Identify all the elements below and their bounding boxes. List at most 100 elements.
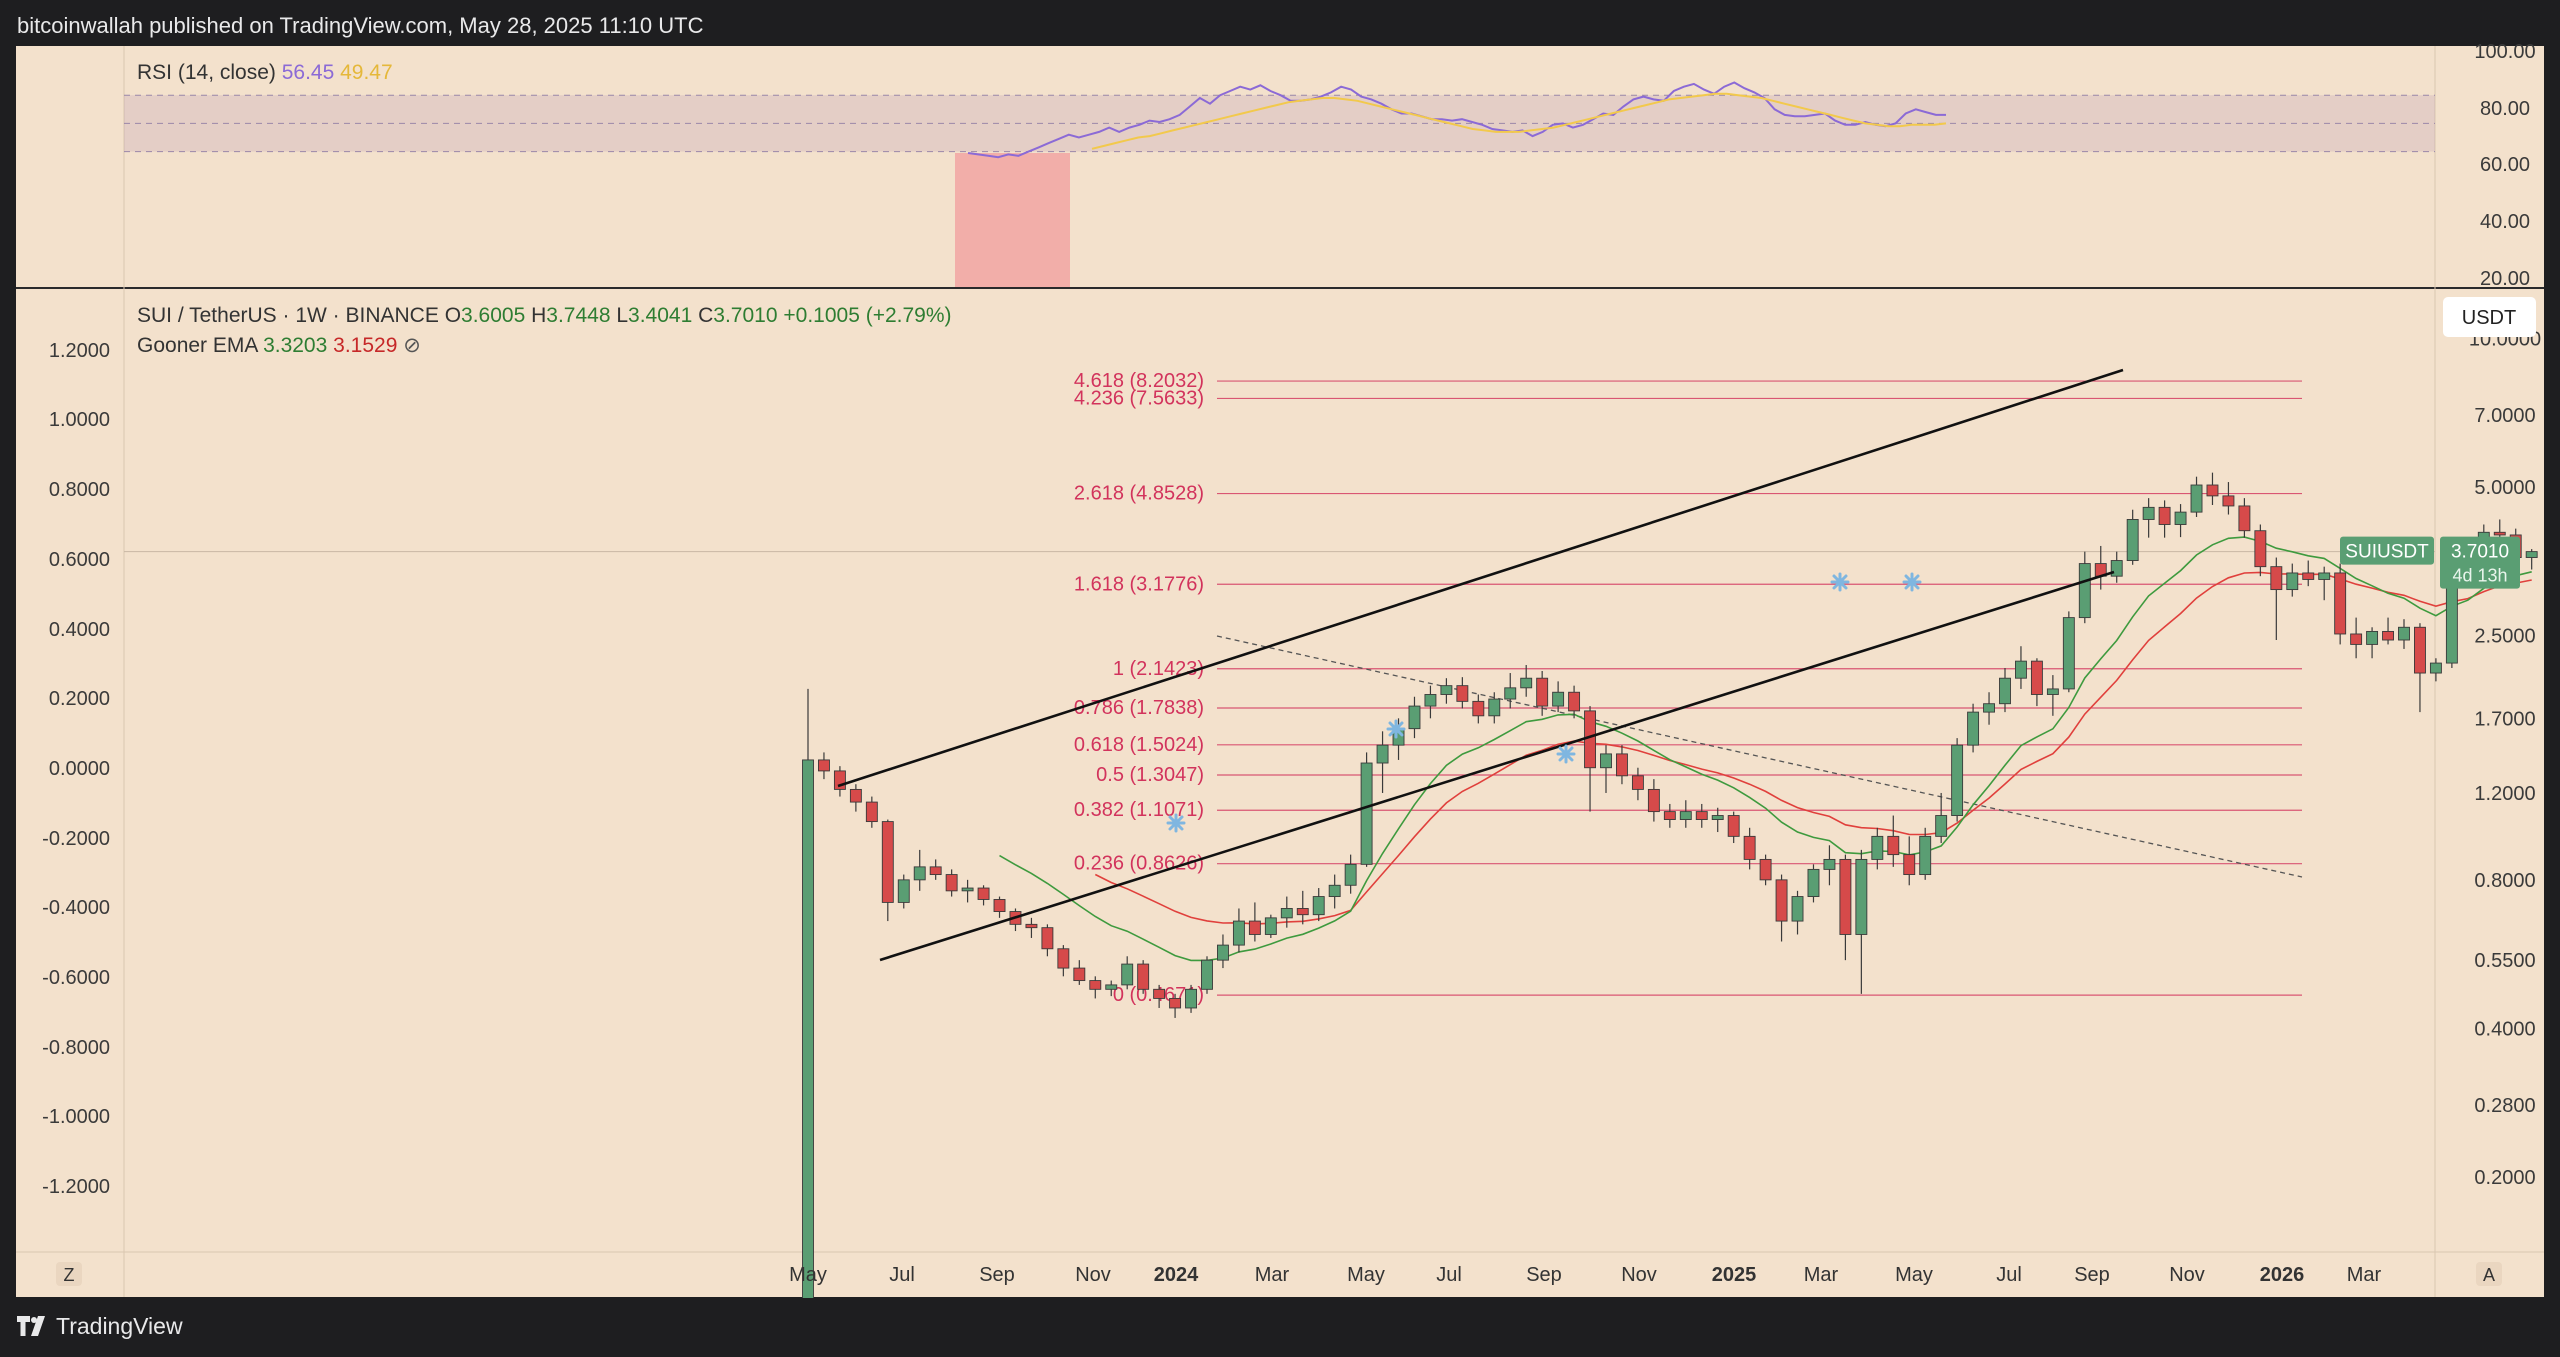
- candle-body: [2382, 630, 2394, 641]
- rsi-ma-value: 49.47: [340, 61, 393, 84]
- rsi-title: RSI (14, close): [137, 61, 282, 84]
- left-axis-label: 1.2000: [49, 340, 110, 362]
- price-axis-label: 2.5000: [2474, 626, 2535, 648]
- price-axis-label: 0.8000: [2474, 870, 2535, 892]
- candle-body: [1488, 698, 1501, 717]
- fib-level-label: 0.382 (1.1071): [1074, 799, 1204, 821]
- candle-body: [1424, 694, 1437, 707]
- price-tag-value: 3.7010: [2451, 542, 2509, 563]
- rsi-axis-label: 100.00: [2474, 41, 2535, 63]
- candle-body: [2493, 531, 2506, 536]
- publisher-caption: bitcoinwallah published on TradingView.c…: [17, 13, 704, 38]
- candle-body: [1823, 858, 1836, 870]
- candle-body: [929, 866, 942, 876]
- price-axis-label: 1.7000: [2474, 708, 2535, 730]
- candle-body: [2302, 572, 2315, 580]
- candle-body: [2174, 511, 2187, 525]
- candle-body: [1536, 677, 1549, 707]
- candle-body: [977, 887, 990, 900]
- candle-body: [1647, 788, 1660, 813]
- candle-body: [1025, 923, 1038, 929]
- currency-button[interactable]: [2443, 297, 2536, 337]
- candle-body: [1504, 687, 1517, 700]
- candle-body: [1360, 762, 1373, 865]
- time-axis-label: Nov: [2169, 1264, 2205, 1286]
- candle-body: [1999, 677, 2011, 705]
- channel-lower-line[interactable]: [879, 570, 2115, 962]
- candle-body: [2525, 551, 2538, 558]
- fib-level-label: 4.236 (7.5633): [1074, 387, 1204, 409]
- signal-marker-shape: [1830, 572, 1850, 592]
- left-axis-label: -1.2000: [42, 1176, 110, 1198]
- left-axis-label: 1.0000: [49, 409, 110, 431]
- candle-body: [1169, 997, 1182, 1009]
- channel-upper-line[interactable]: [837, 368, 2124, 788]
- candle-body: [1679, 811, 1692, 820]
- candle-body: [2286, 572, 2299, 591]
- rsi-oversold-fill: [955, 153, 1070, 287]
- candle-body: [1807, 868, 1820, 898]
- left-axis-label: 0.6000: [49, 549, 110, 571]
- fib-level-label: 0.618 (1.5024): [1074, 734, 1204, 756]
- tradingview-logo-icon[interactable]: [17, 1314, 51, 1340]
- candle-body: [945, 874, 958, 892]
- tradingview-brand[interactable]: TradingView: [56, 1313, 183, 1339]
- signal-marker-shape: [1386, 719, 1406, 739]
- time-axis-label: Nov: [1621, 1264, 1657, 1286]
- candle-body: [1408, 705, 1421, 730]
- time-axis-label: May: [1895, 1264, 1933, 1286]
- candle-body: [1121, 963, 1134, 986]
- candle-body: [1201, 959, 1213, 990]
- candle-body: [1568, 691, 1581, 712]
- candle-body: [1440, 685, 1453, 695]
- rsi-axis-label: 80.00: [2480, 98, 2530, 120]
- indicator-hide-icon: ⊘: [403, 334, 421, 357]
- signal-marker-shape: [1902, 572, 1922, 592]
- auto-scale-button[interactable]: [2476, 1262, 2502, 1286]
- time-axis-label: Sep: [979, 1264, 1015, 1286]
- fib-level-label: 1.618 (3.1776): [1074, 573, 1204, 595]
- left-axis-label: -0.2000: [42, 828, 110, 850]
- candle-body: [2238, 505, 2251, 532]
- candle-body: [1552, 691, 1565, 707]
- signal-marker-shape: [1166, 813, 1186, 833]
- candle-body: [2062, 617, 2075, 690]
- candle-body: [1041, 927, 1054, 950]
- candle-body: [1951, 744, 1964, 816]
- left-axis-label: -0.6000: [42, 967, 110, 989]
- price-tag-countdown: 4d 13h: [2452, 566, 2507, 586]
- time-axis-label: 2026: [2260, 1264, 2305, 1286]
- candle-body: [2078, 563, 2091, 619]
- signal-marker-icon: [1386, 719, 1406, 739]
- zoom-z-button[interactable]: [56, 1262, 82, 1286]
- rsi-legend: RSI (14, close) 56.45 49.47: [137, 61, 393, 84]
- rsi-line: [967, 81, 1946, 159]
- ohlc-key: C: [698, 304, 713, 327]
- left-axis-label: 0.0000: [49, 758, 110, 780]
- candle-body: [1600, 753, 1612, 769]
- fib-level-label: 1 (2.1423): [1113, 658, 1204, 680]
- time-axis-label: 2025: [1712, 1264, 1757, 1286]
- candle-body: [1073, 967, 1086, 982]
- ohlc-value: 3.7010: [713, 304, 783, 327]
- candle-body: [1344, 863, 1357, 886]
- candle-body: [1711, 815, 1724, 820]
- zoom-z-label[interactable]: Z: [64, 1265, 75, 1285]
- currency-button-label[interactable]: USDT: [2462, 307, 2516, 329]
- signal-marker-icon: [1830, 572, 1850, 592]
- fib-level-label: 2.618 (4.8528): [1074, 483, 1204, 505]
- time-axis-label: Nov: [1075, 1264, 1111, 1286]
- symbol-title: SUI / TetherUS · 1W · BINANCE: [137, 304, 445, 327]
- footer-bar: TradingView: [0, 1298, 2560, 1357]
- candle-body: [1057, 948, 1070, 969]
- indicator-name: Gooner EMA: [137, 334, 263, 357]
- candle-body: [1663, 811, 1676, 820]
- auto-scale-label[interactable]: A: [2483, 1265, 2495, 1285]
- candle-body: [833, 770, 846, 790]
- candle-body: [818, 759, 830, 772]
- signal-marker-icon: [1902, 572, 1922, 592]
- candle-body: [2015, 660, 2027, 679]
- candle-body: [993, 899, 1006, 913]
- time-axis-label: Jul: [1996, 1264, 2022, 1286]
